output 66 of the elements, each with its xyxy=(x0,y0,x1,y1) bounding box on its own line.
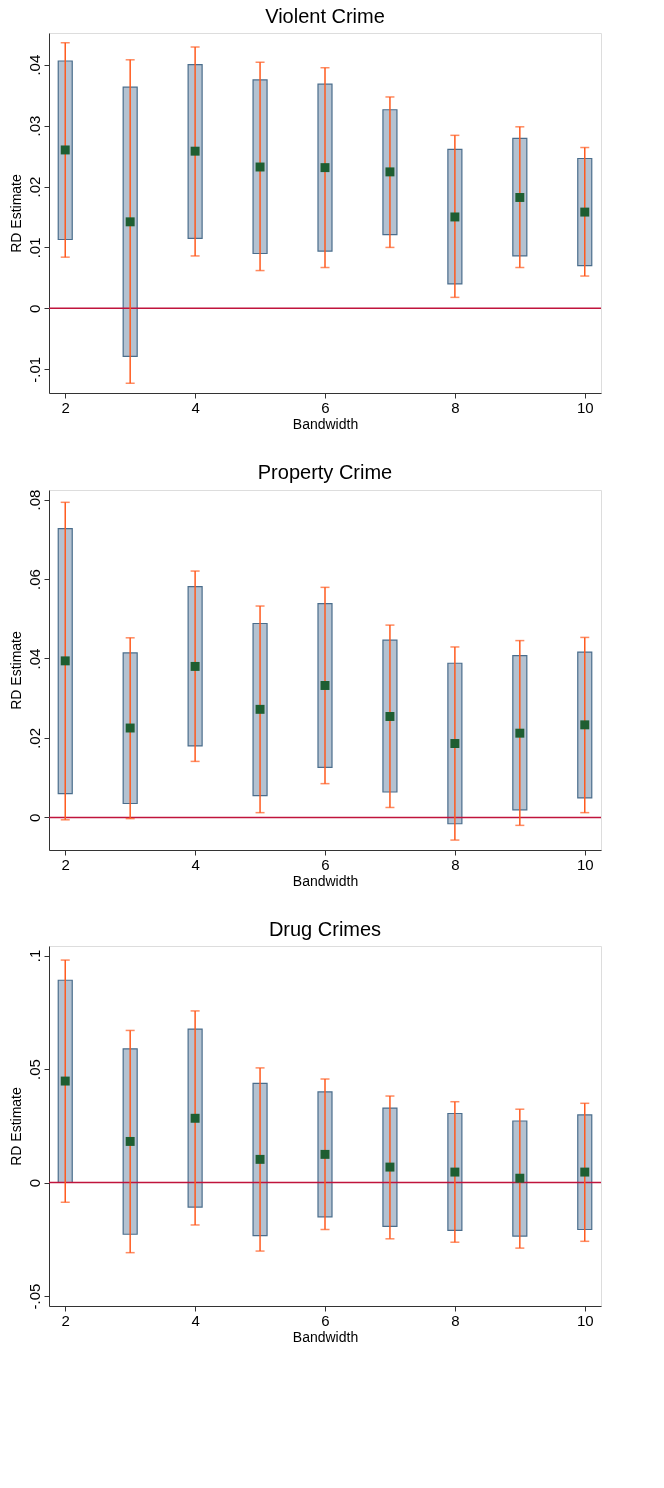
chart-title: Property Crime xyxy=(257,461,393,484)
point xyxy=(320,163,330,173)
point xyxy=(320,681,330,690)
chart-title: Drug Crimes xyxy=(268,918,382,940)
x-axis-title: Bandwidth xyxy=(292,415,359,432)
y-tick-label: .02 xyxy=(25,728,43,749)
point xyxy=(255,162,265,172)
y-tick-label: .08 xyxy=(25,489,43,511)
y-axis-title: RD Estimate xyxy=(7,631,24,710)
x-axis-title: Bandwidth xyxy=(292,1328,359,1345)
y-tick-label: -.05 xyxy=(25,1283,43,1310)
point xyxy=(580,1167,590,1177)
chart-title: Violent Crime xyxy=(265,5,385,27)
point xyxy=(450,739,460,748)
point xyxy=(255,704,265,714)
point xyxy=(125,217,135,227)
x-axis-title: Bandwidth xyxy=(292,872,359,889)
point xyxy=(385,712,395,721)
x-tick-label: 6 xyxy=(321,398,330,416)
x-tick-label: 4 xyxy=(191,855,200,873)
point xyxy=(580,207,590,217)
point xyxy=(60,145,70,155)
x-tick-label: 8 xyxy=(451,398,460,416)
x-tick-label: 10 xyxy=(576,855,594,873)
point xyxy=(515,728,525,738)
y-tick-label: .1 xyxy=(25,949,43,963)
point xyxy=(60,1076,70,1086)
point xyxy=(125,1136,135,1146)
x-tick-label: 8 xyxy=(451,855,460,873)
point xyxy=(320,1149,330,1159)
x-tick-label: 8 xyxy=(451,1311,460,1329)
x-tick-label: 6 xyxy=(321,855,330,873)
y-axis-title: RD Estimate xyxy=(7,174,24,253)
point xyxy=(385,1162,395,1172)
y-tick-label: 0 xyxy=(25,813,43,823)
point xyxy=(190,1113,200,1123)
x-tick-label: 10 xyxy=(576,398,594,416)
y-axis-title: RD Estimate xyxy=(7,1087,24,1166)
y-tick-label: -.01 xyxy=(25,356,43,383)
y-tick-label: .05 xyxy=(25,1059,43,1080)
point xyxy=(255,1154,265,1164)
point xyxy=(450,1167,460,1177)
point xyxy=(190,661,200,671)
point xyxy=(60,656,70,666)
x-tick-label: 6 xyxy=(321,1311,330,1329)
y-tick-label: 0 xyxy=(25,304,43,313)
point xyxy=(580,720,590,730)
x-tick-label: 2 xyxy=(61,398,70,416)
point xyxy=(190,146,200,156)
y-tick-label: .03 xyxy=(25,115,43,137)
y-tick-label: .04 xyxy=(25,648,43,670)
point xyxy=(515,1173,525,1183)
x-tick-label: 2 xyxy=(61,1311,70,1329)
y-tick-label: .01 xyxy=(25,237,43,259)
point xyxy=(125,723,135,733)
y-tick-label: .02 xyxy=(25,176,43,198)
point xyxy=(515,193,525,202)
y-tick-label: .04 xyxy=(25,54,43,76)
point xyxy=(450,212,460,222)
point xyxy=(385,167,395,177)
x-tick-label: 4 xyxy=(191,398,200,416)
x-tick-label: 4 xyxy=(191,1311,200,1329)
x-tick-label: 2 xyxy=(61,855,70,873)
y-tick-label: .06 xyxy=(25,569,43,590)
y-tick-label: 0 xyxy=(25,1178,43,1188)
x-tick-label: 10 xyxy=(576,1311,594,1329)
